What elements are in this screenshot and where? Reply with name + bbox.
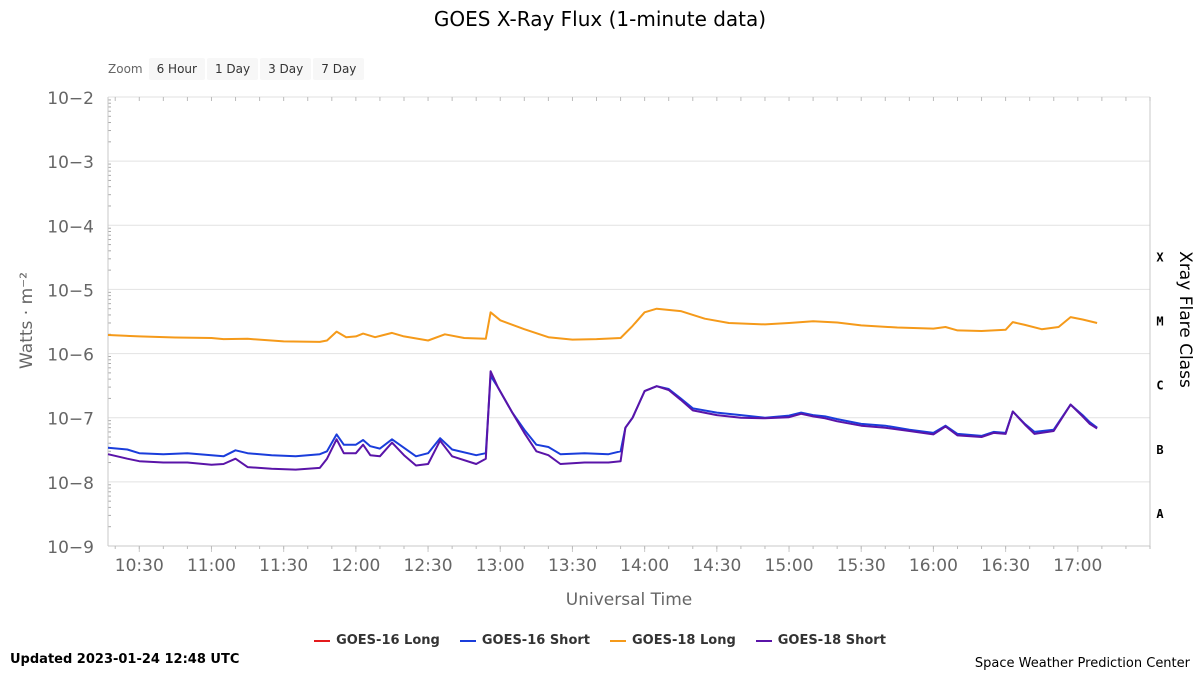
flare-class-label: C [1156, 379, 1163, 393]
flare-class-label: A [1156, 507, 1164, 521]
zoom-1-day-button[interactable]: 1 Day [206, 58, 259, 80]
flare-class-label: B [1156, 443, 1163, 457]
zoom-label: Zoom [108, 62, 143, 76]
y-axis-title: Watts · m⁻² [17, 272, 37, 369]
series-line-goes-18-long [107, 307, 1098, 343]
zoom-3-day-button[interactable]: 3 Day [260, 58, 312, 80]
legend-item-goes18-long[interactable]: GOES-18 Long [610, 633, 736, 648]
x-tick-label: 12:30 [404, 556, 453, 576]
x-tick-label: 14:30 [692, 556, 741, 576]
flare-class-label: X [1156, 250, 1164, 264]
y-tick-label: 10−2 [47, 89, 94, 109]
y-tick-label: 10−5 [47, 281, 94, 301]
x-axis-title: Universal Time [566, 590, 692, 610]
x-tick-label: 12:00 [331, 556, 380, 576]
legend-swatch-goes16-short [459, 639, 476, 642]
zoom-6-hour-button[interactable]: 6 Hour [148, 58, 205, 80]
legend-label-goes18-long: GOES-18 Long [632, 633, 736, 648]
y2-axis-title: Xray Flare Class [1175, 251, 1195, 388]
y-tick-label: 10−8 [47, 474, 94, 494]
zoom-7-day-button[interactable]: 7 Day [313, 58, 365, 80]
y-tick-label: 10−3 [47, 153, 94, 173]
legend-label-goes16-long: GOES-16 Long [336, 633, 440, 648]
legend-swatch-goes16-long [314, 639, 331, 642]
legend-item-goes16-short[interactable]: GOES-16 Short [459, 633, 590, 648]
x-tick-label: 11:30 [259, 556, 308, 576]
legend-swatch-goes18-short [755, 639, 772, 642]
updated-timestamp: Updated 2023-01-24 12:48 UTC [10, 652, 240, 667]
series-line-goes-16-short [107, 374, 1098, 458]
x-tick-label: 15:00 [765, 556, 814, 576]
y-tick-label: 10−4 [47, 217, 94, 237]
x-tick-label: 13:00 [476, 556, 525, 576]
flare-class-label: M [1156, 315, 1163, 329]
credit-text: Space Weather Prediction Center [974, 656, 1190, 671]
x-tick-label: 16:30 [981, 556, 1030, 576]
legend-label-goes18-short: GOES-18 Short [777, 633, 886, 648]
x-tick-label: 17:00 [1053, 556, 1102, 576]
x-tick-label: 11:00 [187, 556, 236, 576]
legend-label-goes16-short: GOES-16 Short [481, 633, 590, 648]
zoom-controls: Zoom 6 Hour 1 Day 3 Day 7 Day [108, 58, 365, 80]
chart-legend: GOES-16 Long GOES-16 Short GOES-18 Long … [0, 633, 1200, 648]
series-line-goes-18-short [107, 370, 1098, 471]
y-tick-label: 10−6 [47, 346, 94, 366]
legend-item-goes18-short[interactable]: GOES-18 Short [755, 633, 886, 648]
y-tick-label: 10−9 [47, 538, 94, 558]
legend-item-goes16-long[interactable]: GOES-16 Long [314, 633, 440, 648]
x-tick-label: 15:30 [837, 556, 886, 576]
x-tick-label: 10:30 [115, 556, 164, 576]
plot-area [108, 97, 1150, 546]
x-tick-label: 14:00 [620, 556, 669, 576]
xray-flux-chart: 10−2 10−3 10−4 10−5 10−6 10−7 10−8 10−9 10:30 11:… [17, 7, 1195, 610]
x-tick-label: 13:30 [548, 556, 597, 576]
legend-swatch-goes18-long [610, 639, 626, 642]
y-tick-label: 10−7 [47, 410, 94, 430]
x-tick-label: 16:00 [909, 556, 958, 576]
chart-title: GOES X-Ray Flux (1-minute data) [434, 7, 766, 31]
